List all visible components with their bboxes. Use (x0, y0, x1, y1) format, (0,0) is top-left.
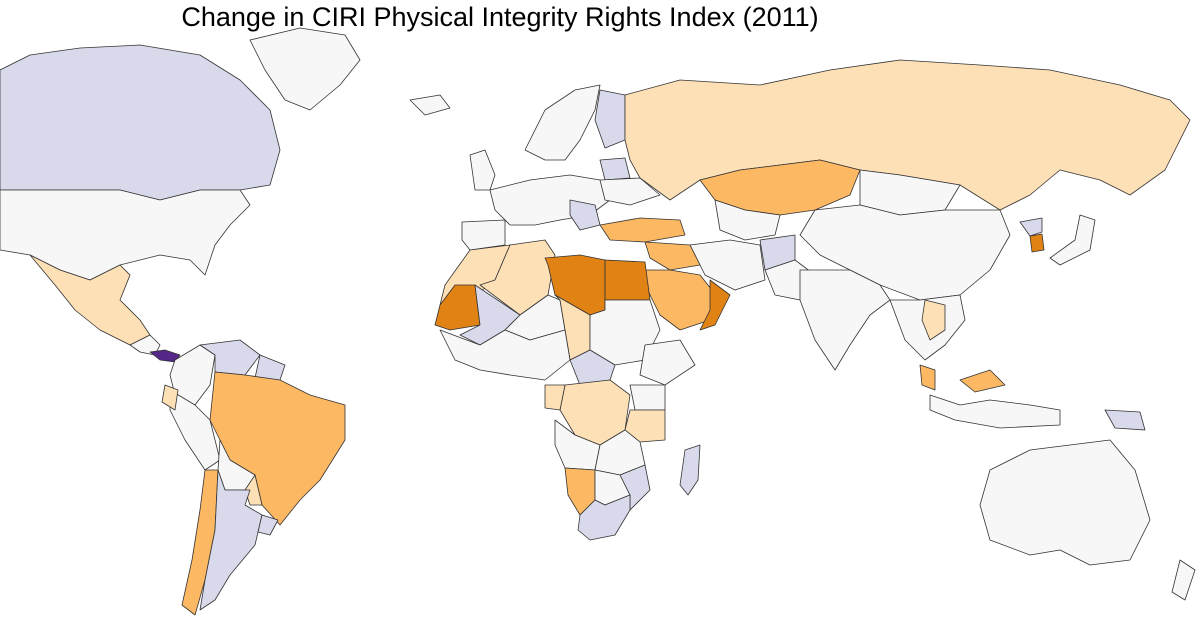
region-ukraine (599, 177, 661, 206)
region-japan (1049, 214, 1096, 266)
map-title: Change in CIRI Physical Integrity Rights… (181, 2, 819, 32)
region-usa (0, 189, 251, 281)
region-belarus (599, 157, 631, 181)
region-turkey (599, 217, 686, 243)
region-uk (469, 149, 496, 191)
region-mozambique (619, 464, 651, 511)
region-central-america (129, 334, 161, 356)
region-iceland (409, 94, 451, 116)
region-mexico (29, 254, 151, 346)
region-argentina (199, 469, 263, 611)
region-canada (0, 44, 281, 201)
region-finland (594, 89, 626, 149)
region-india (799, 269, 891, 371)
region-malaysia (919, 364, 1006, 393)
region-north-korea (1019, 217, 1043, 237)
region-central-asia (714, 199, 781, 241)
region-norway-sweden (524, 84, 601, 161)
region-papua-new-guinea (1104, 409, 1146, 431)
region-ecuador (161, 384, 179, 411)
region-uruguay (257, 514, 279, 536)
region-west-africa (439, 329, 571, 381)
region-iran (689, 239, 766, 291)
region-peru (169, 389, 221, 471)
region-madagascar (679, 444, 701, 496)
region-gabon (544, 384, 566, 411)
region-oman (699, 279, 731, 331)
region-new-zealand (1171, 559, 1196, 601)
region-mauritania (434, 284, 481, 331)
region-russia (624, 59, 1191, 211)
region-paraguay (244, 474, 263, 506)
region-tanzania (624, 409, 666, 443)
region-ethiopia (639, 339, 696, 386)
region-central-africa (569, 349, 616, 386)
region-south-africa (577, 494, 631, 541)
region-balkans (569, 199, 601, 231)
region-egypt (604, 259, 651, 301)
region-spain (461, 219, 506, 251)
region-greenland (249, 27, 361, 111)
region-kenya (629, 384, 666, 411)
region-south-korea (1029, 233, 1045, 253)
region-china (799, 204, 1011, 301)
region-indonesia (929, 394, 1061, 429)
region-syria-iraq (644, 241, 701, 271)
region-thailand (921, 299, 946, 341)
region-australia (979, 439, 1151, 566)
region-guianas (254, 354, 286, 381)
